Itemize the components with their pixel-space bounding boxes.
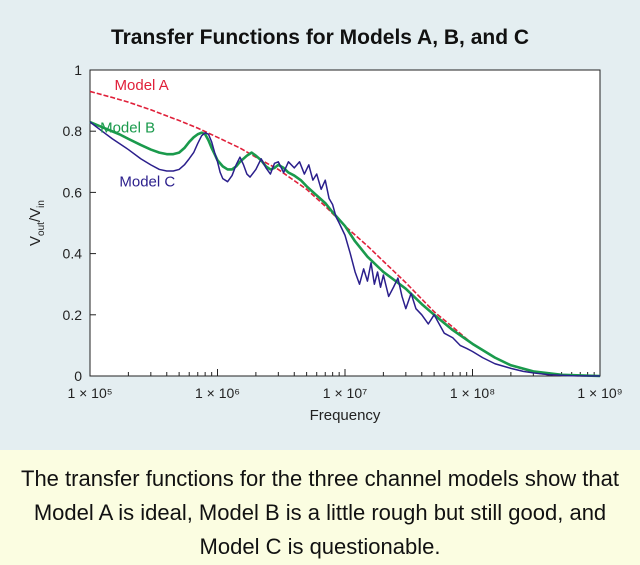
x-axis: 1 × 10⁵ 1 × 10⁶ 1 × 10⁷ 1 × 10⁸ 1 × 10⁹ (67, 369, 623, 401)
y-axis-label-v: V (27, 236, 44, 246)
y-axis-label-sub-out: out (36, 222, 47, 236)
series-labels: Model A Model B Model C (100, 77, 175, 190)
transfer-function-chart: Transfer Functions for Models A, B, and … (27, 26, 623, 424)
x-axis-label: Frequency (310, 407, 381, 424)
series-label-model-c: Model C (119, 173, 175, 190)
y-axis: 0 0.2 0.4 0.6 0.8 1 (63, 62, 96, 384)
chart-figure: Transfer Functions for Models A, B, and … (0, 0, 640, 450)
series-label-model-b: Model B (100, 120, 155, 137)
series-line-model-b (89, 120, 601, 378)
y-axis-label: Vout/Vin (27, 200, 47, 246)
series-layer (89, 90, 601, 378)
y-tick-label: 1 (74, 62, 82, 78)
x-tick-label: 1 × 10⁶ (195, 385, 240, 401)
series-line-model-c (89, 121, 601, 377)
x-tick-label: 1 × 10⁸ (450, 385, 495, 401)
x-tick-label: 1 × 10⁹ (577, 385, 622, 401)
y-tick-label: 0 (74, 368, 82, 384)
y-tick-label: 0.4 (63, 246, 83, 262)
plot-area (89, 69, 601, 377)
y-tick-label: 0.6 (63, 184, 83, 200)
figure-caption: The transfer functions for the three cha… (0, 450, 640, 565)
y-tick-label: 0.8 (63, 123, 83, 139)
x-tick-label: 1 × 10⁷ (323, 385, 367, 401)
chart-title: Transfer Functions for Models A, B, and … (111, 26, 529, 49)
series-label-model-a: Model A (115, 77, 169, 94)
x-tick-label: 1 × 10⁵ (67, 385, 112, 401)
y-axis-label-sub-in: in (36, 200, 47, 208)
y-axis-label-slash: /V (27, 208, 44, 222)
y-tick-label: 0.2 (63, 307, 83, 323)
